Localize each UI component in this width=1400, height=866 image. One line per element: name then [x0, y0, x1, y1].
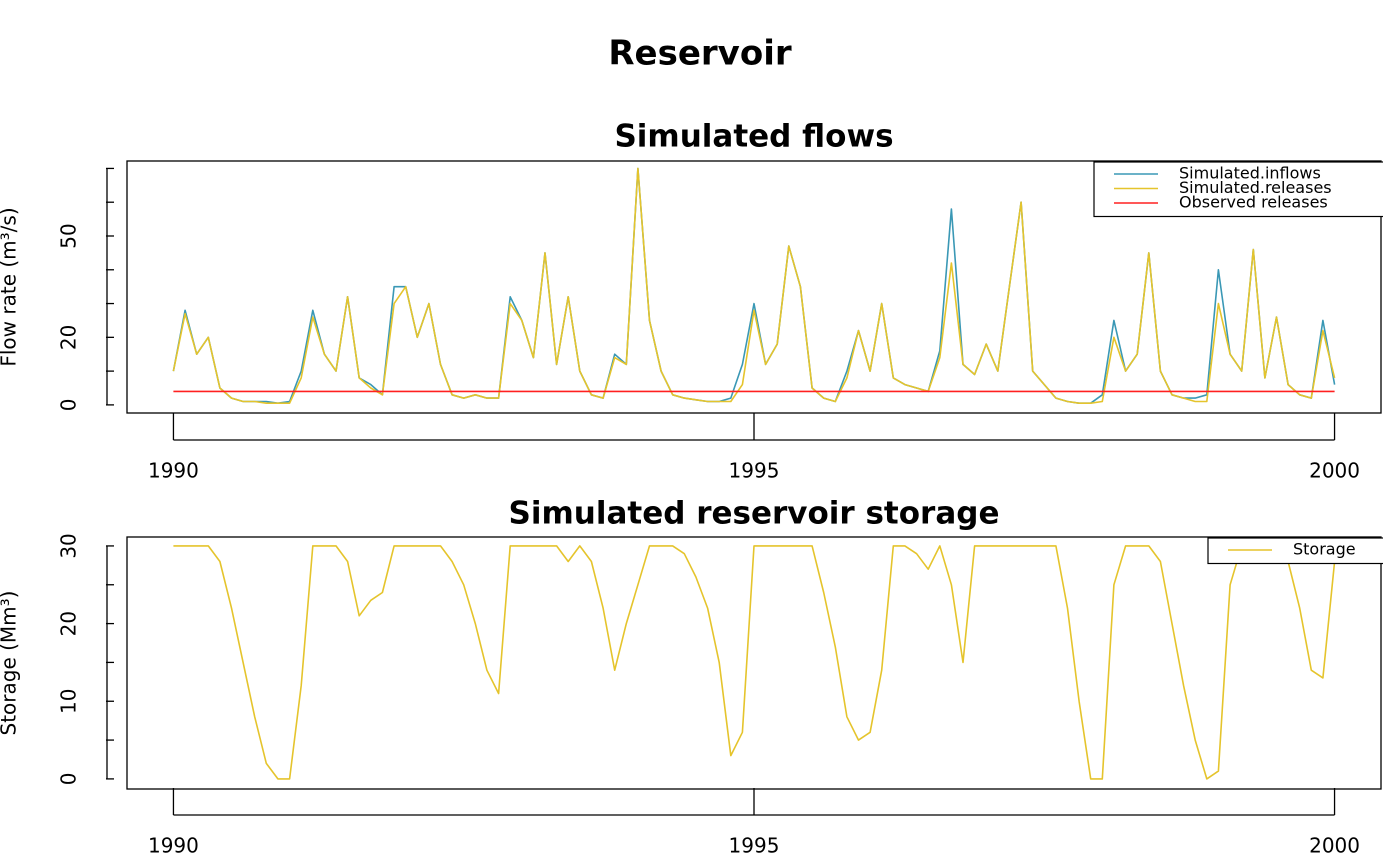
x-tick-label: 2000	[1309, 459, 1360, 483]
figure-title: Reservoir	[608, 34, 791, 74]
series-line	[173, 545, 1336, 780]
x-tick-label: 1995	[729, 459, 780, 483]
legend-label: Simulated.releases	[1179, 178, 1332, 197]
legend-label: Simulated.inflows	[1179, 164, 1321, 183]
y-tick-label: 30	[57, 533, 81, 558]
y-tick-label: 0	[57, 399, 81, 412]
y-axis-label: Flow rate (m³/s)	[0, 207, 21, 366]
y-tick-label: 0	[57, 773, 81, 786]
x-tick-label: 1995	[729, 834, 780, 858]
legend: Simulated.inflowsSimulated.releasesObser…	[1093, 161, 1383, 218]
y-axis-label: Storage (Mm³)	[0, 591, 21, 736]
subplot-title: Simulated reservoir storage	[509, 496, 1000, 532]
plot-frame	[126, 536, 1382, 790]
legend-label: Storage	[1293, 540, 1356, 559]
x-tick-label: 2000	[1309, 834, 1360, 858]
legend-label: Observed releases	[1179, 193, 1328, 212]
y-tick-label: 50	[57, 223, 81, 248]
x-tick-label: 1990	[148, 459, 199, 483]
legend: Storage	[1207, 537, 1383, 565]
y-tick-label: 10	[57, 689, 81, 714]
y-tick-label: 20	[57, 325, 81, 350]
x-tick-label: 1990	[148, 834, 199, 858]
subplot-title: Simulated flows	[614, 119, 893, 155]
series-line	[172, 167, 1336, 404]
y-tick-label: 20	[57, 611, 81, 636]
